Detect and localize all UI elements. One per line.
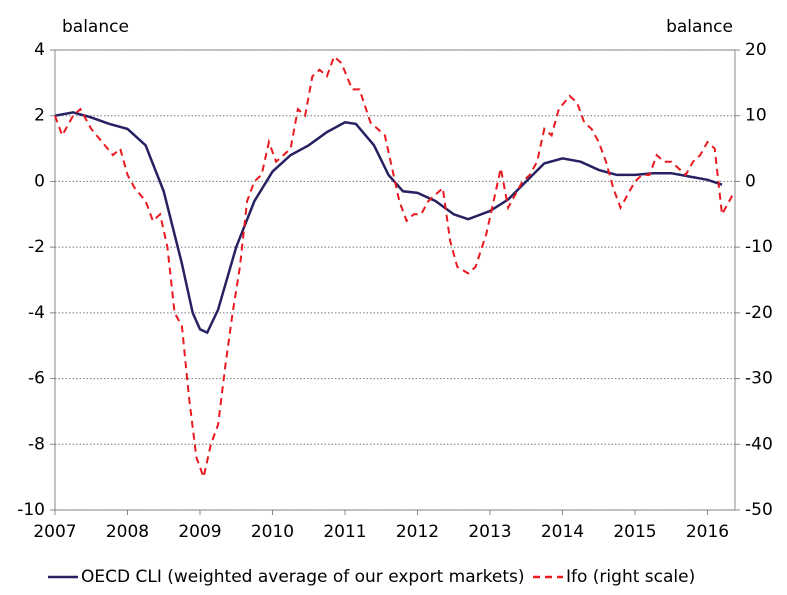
y2-tick-label: 0 bbox=[745, 171, 756, 191]
plot-frame bbox=[54, 49, 736, 511]
y2-tick-label: -20 bbox=[745, 303, 773, 323]
x-tick-label: 2013 bbox=[468, 522, 511, 542]
y2-axis-title: balance bbox=[666, 17, 733, 37]
y2-tick-label: -50 bbox=[745, 500, 773, 520]
y-tick-label: -8 bbox=[28, 434, 45, 454]
x-tick-label: 2009 bbox=[178, 522, 221, 542]
x-tick-label: 2012 bbox=[396, 522, 439, 542]
x-tick-label: 2015 bbox=[613, 522, 656, 542]
y2-tick-label: -10 bbox=[745, 237, 773, 257]
y-tick-label: -4 bbox=[28, 303, 45, 323]
series-line bbox=[54, 111, 723, 335]
legend-label: Ifo (right scale) bbox=[566, 567, 695, 587]
y-tick-label: 0 bbox=[34, 171, 45, 191]
y-tick-label: -6 bbox=[28, 369, 45, 389]
y2-tick-label: 10 bbox=[745, 106, 767, 126]
x-tick-label: 2007 bbox=[33, 522, 76, 542]
x-tick-label: 2016 bbox=[686, 522, 729, 542]
y2-tick-label: -30 bbox=[745, 369, 773, 389]
x-tick-label: 2010 bbox=[251, 522, 294, 542]
series-line bbox=[54, 54, 734, 481]
y2-tick-label: -40 bbox=[745, 434, 773, 454]
y2-tick-label: 20 bbox=[745, 40, 767, 60]
x-tick-label: 2008 bbox=[106, 522, 149, 542]
y-tick-label: -2 bbox=[28, 237, 45, 257]
y-tick-label: 2 bbox=[34, 106, 45, 126]
x-tick-label: 2011 bbox=[323, 522, 366, 542]
x-tick-label: 2014 bbox=[541, 522, 584, 542]
y-tick-label: -10 bbox=[17, 500, 45, 520]
y-tick-label: 4 bbox=[34, 40, 45, 60]
y-axis-title: balance bbox=[62, 17, 129, 37]
legend-label: OECD CLI (weighted average of our export… bbox=[81, 567, 525, 587]
